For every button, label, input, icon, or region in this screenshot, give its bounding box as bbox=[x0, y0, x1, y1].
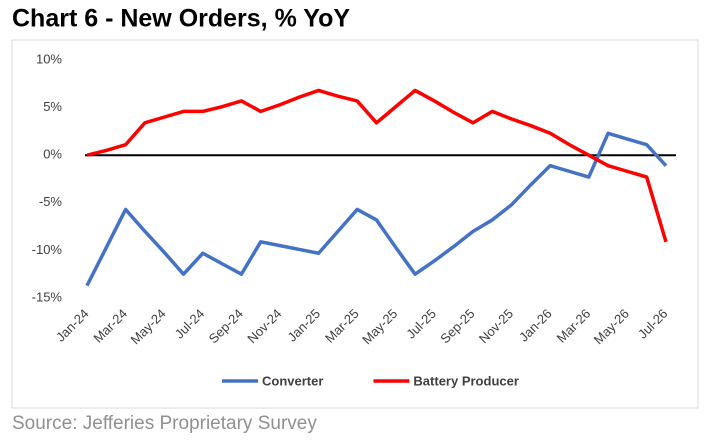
y-tick-label: -5% bbox=[39, 194, 63, 209]
source-note: Source: Jefferies Proprietary Survey bbox=[12, 413, 317, 434]
y-tick-label: -10% bbox=[32, 242, 63, 257]
series-line bbox=[86, 88, 668, 243]
chart-title: Chart 6 - New Orders, % YoY bbox=[12, 5, 350, 33]
chart-frame bbox=[11, 39, 699, 409]
y-tick-label: -15% bbox=[32, 289, 63, 304]
y-tick-label: 5% bbox=[43, 99, 62, 114]
series-line bbox=[85, 131, 668, 287]
y-tick-label: 0% bbox=[43, 147, 62, 162]
legend-label: Converter bbox=[262, 373, 323, 388]
legend-label: Battery Producer bbox=[413, 373, 518, 388]
y-tick-label: 10% bbox=[36, 51, 62, 66]
